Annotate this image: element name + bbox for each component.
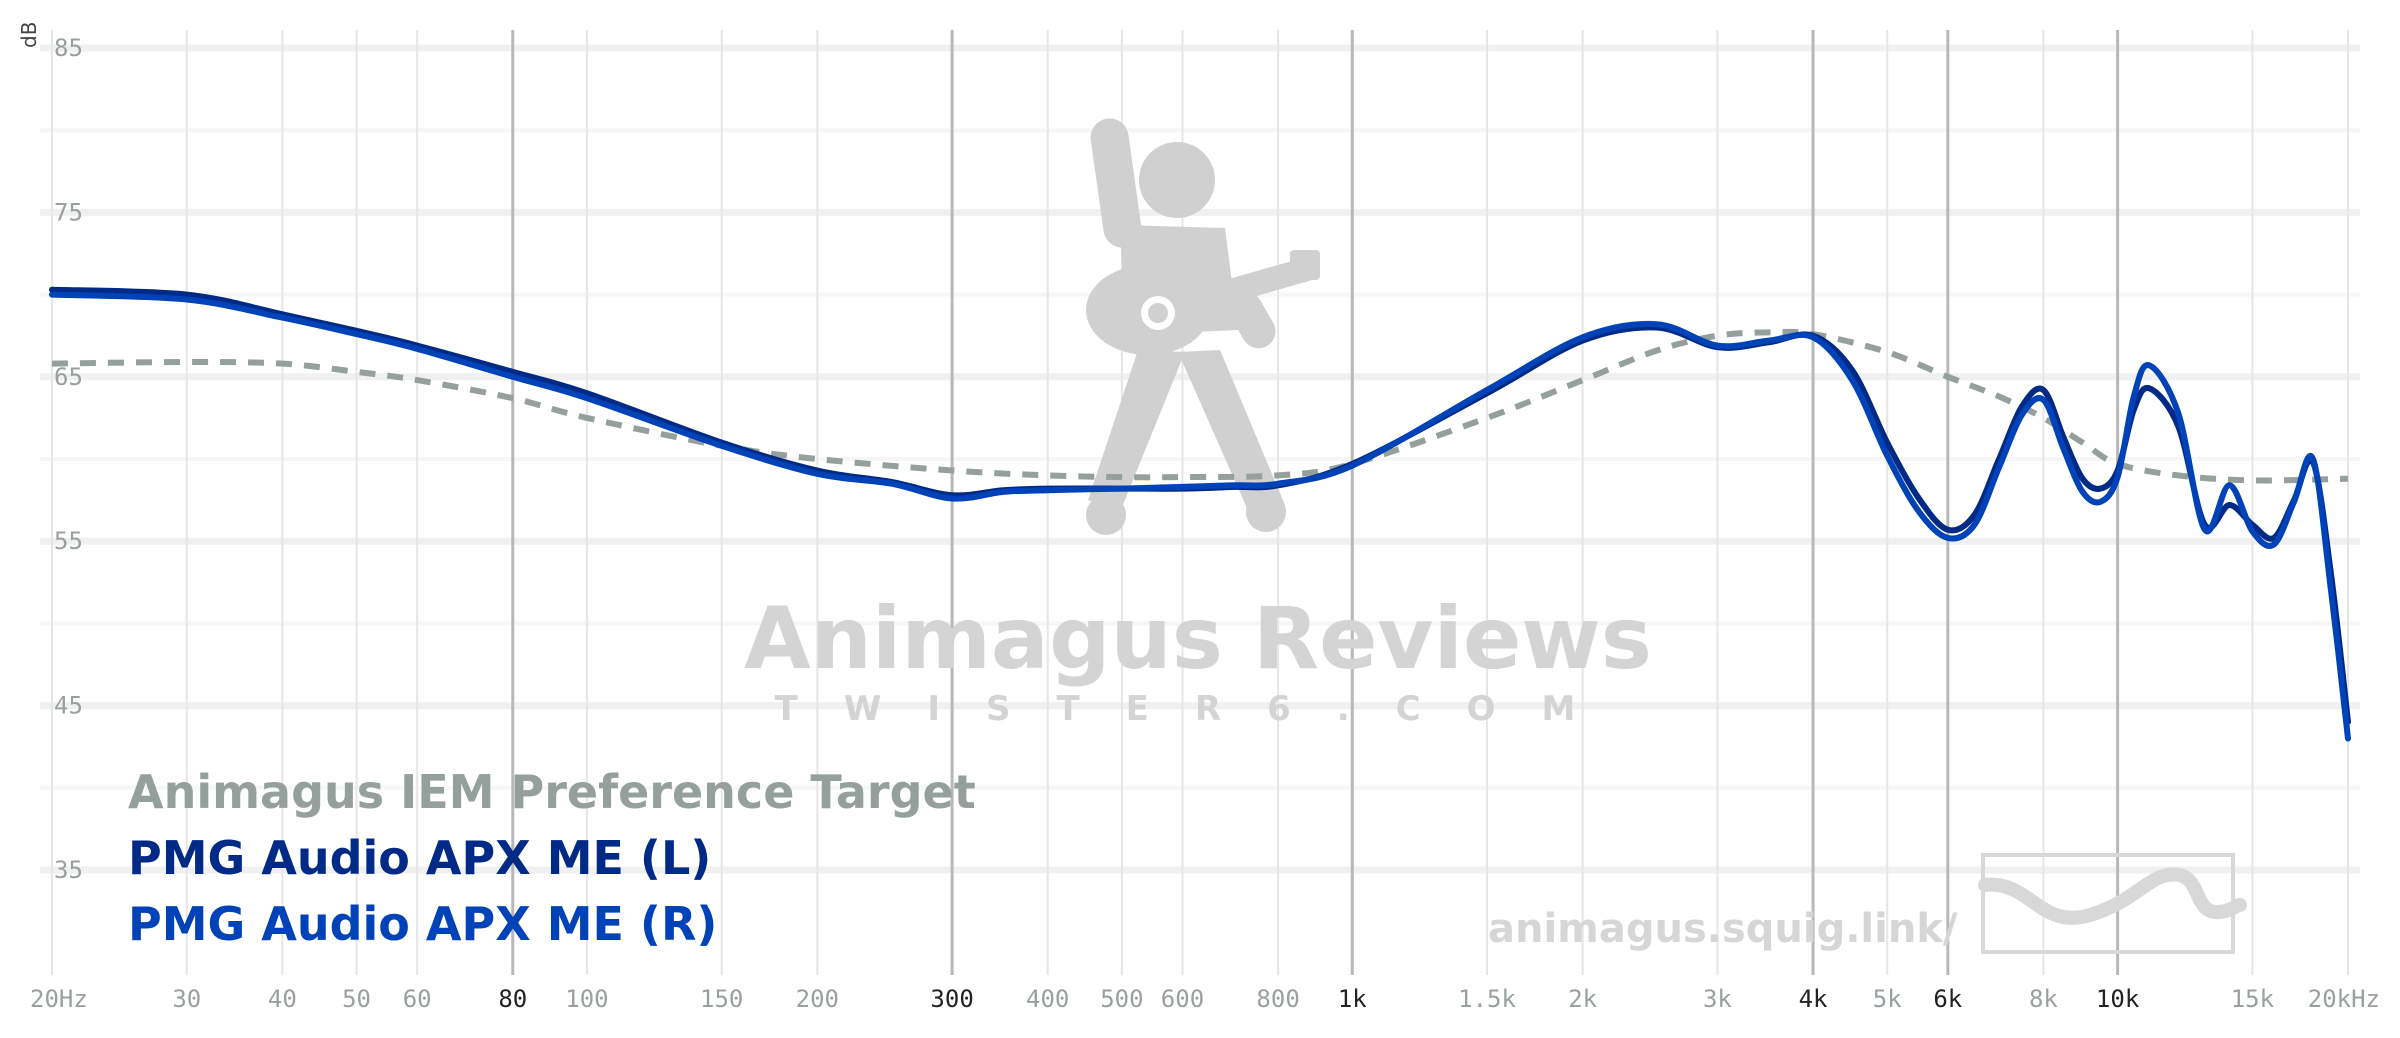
y-tick-label: 85 — [54, 34, 83, 62]
x-tick-label: 8k — [2029, 985, 2058, 1013]
x-tick-label: 6k — [1933, 985, 1962, 1013]
legend-item-right: PMG Audio APX ME (R) — [128, 897, 717, 951]
y-tick-label: 35 — [54, 856, 83, 884]
x-tick-label: 4k — [1799, 985, 1828, 1013]
watermark-url: animagus.squig.link/ — [1488, 906, 1958, 952]
x-tick-label: 500 — [1100, 985, 1143, 1013]
y-tick-label: 45 — [54, 692, 83, 720]
x-axis-labels: 20Hz 30 40 50 60 80 100 150 200 300 400 500 600 800 1k… — [30, 985, 2380, 1013]
x-tick-label: 60 — [403, 985, 432, 1013]
x-tick-label: 100 — [565, 985, 608, 1013]
y-axis-unit: dB — [17, 22, 41, 48]
x-tick-label: 20kHz — [2308, 985, 2380, 1013]
x-tick-label: 300 — [930, 985, 973, 1013]
watermark-title: Animagus Reviews — [744, 589, 1652, 689]
x-tick-label: 3k — [1703, 985, 1732, 1013]
y-axis-labels: 85 75 65 55 45 35 — [54, 34, 83, 884]
y-tick-label: 75 — [54, 198, 83, 226]
squiglink-logo — [1978, 853, 2247, 954]
x-tick-label: 600 — [1161, 985, 1204, 1013]
legend-item-target: Animagus IEM Preference Target — [128, 765, 976, 819]
x-tick-label: 200 — [796, 985, 839, 1013]
x-tick-label: 1.5k — [1458, 985, 1516, 1013]
x-tick-label: 150 — [700, 985, 743, 1013]
series-right-line — [49, 291, 2351, 742]
y-tick-label: 65 — [54, 363, 83, 391]
legend-item-left: PMG Audio APX ME (L) — [128, 831, 711, 885]
watermark-subtitle: TWISTER6.COM — [775, 689, 1622, 729]
x-tick-label: 20Hz — [30, 985, 88, 1013]
x-tick-label: 400 — [1026, 985, 1069, 1013]
x-tick-label: 800 — [1256, 985, 1299, 1013]
series-target-line — [51, 328, 2349, 484]
y-tick-label: 55 — [54, 527, 83, 555]
guitarist-logo — [1086, 118, 1320, 535]
legend: Animagus IEM Preference Target PMG Audio… — [128, 765, 976, 951]
x-tick-label: 1k — [1338, 985, 1367, 1013]
x-tick-label: 40 — [268, 985, 297, 1013]
x-tick-label: 2k — [1568, 985, 1597, 1013]
x-tick-label: 50 — [342, 985, 371, 1013]
x-tick-label: 10k — [2096, 985, 2140, 1013]
x-tick-label: 15k — [2231, 985, 2275, 1013]
x-tick-label: 80 — [498, 985, 527, 1013]
x-tick-label: 30 — [172, 985, 201, 1013]
x-tick-label: 5k — [1873, 985, 1902, 1013]
series-layer — [49, 286, 2351, 742]
